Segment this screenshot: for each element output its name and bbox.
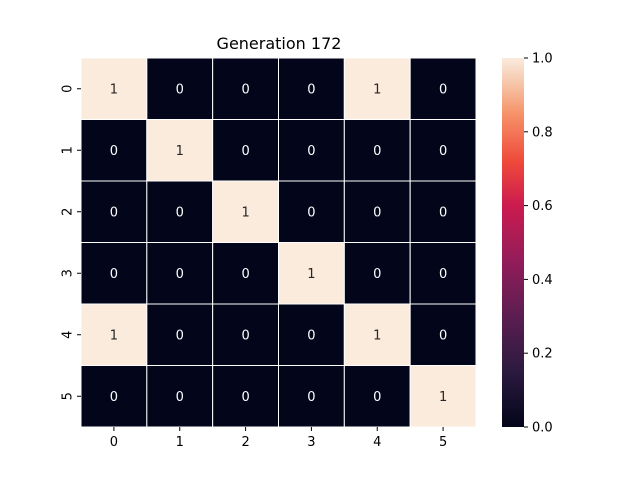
cell-value-label: 0 (439, 205, 447, 220)
heatmap-cell (409, 119, 477, 182)
cell-value-label: 0 (110, 144, 118, 159)
heatmap-cell (80, 242, 148, 305)
heatmap-cell (212, 242, 280, 305)
cell-value-label: 0 (439, 328, 447, 343)
heatmap-cells: 1 0 0 0 1 0 0 1 0 0 0 0 0 0 1 0 0 0 0 0 0 1 0 0 1 0 0 0 1 0 0 0 0 0 0 1 (80, 57, 477, 428)
heatmap-cell (409, 303, 477, 366)
x-tick-label: 2 (241, 435, 249, 450)
heatmap-cell (80, 303, 148, 366)
colorbar-axis: 0.0 0.2 0.4 0.6 0.8 1.0 (524, 52, 553, 436)
cell-value-label: 0 (110, 390, 118, 405)
cell-value-label: 0 (176, 390, 184, 405)
heatmap-cell (343, 242, 411, 305)
colorbar-tick-label: 0.6 (532, 199, 553, 214)
y-tick-label: 2 (61, 208, 76, 216)
colorbar-tick-label: 0.0 (532, 421, 553, 436)
x-tick-label: 0 (110, 435, 118, 450)
heatmap-cell (146, 119, 214, 182)
x-tick-label: 4 (373, 435, 381, 450)
x-tick-label: 3 (307, 435, 315, 450)
cell-value-label: 0 (241, 82, 249, 97)
cell-value-label: 0 (307, 205, 315, 220)
cell-value-label: 0 (373, 144, 381, 159)
cell-value-label: 0 (439, 144, 447, 159)
chart-title: Generation 172 (217, 34, 342, 53)
heatmap-cell (80, 365, 148, 428)
y-tick-label: 0 (61, 85, 76, 93)
heatmap-cell (212, 303, 280, 366)
colorbar-tick-label: 1.0 (532, 52, 553, 67)
y-tick-label: 5 (61, 392, 76, 400)
cell-value-label: 0 (176, 205, 184, 220)
cell-value-label: 1 (110, 82, 118, 97)
cell-value-label: 1 (439, 390, 447, 405)
heatmap-cell (278, 180, 345, 243)
heatmap-cell (409, 180, 477, 243)
heatmap-cell (278, 119, 345, 182)
cell-value-label: 0 (373, 267, 381, 282)
cell-value-label: 0 (241, 390, 249, 405)
x-tick-label: 5 (439, 435, 447, 450)
x-tick-label: 1 (176, 435, 184, 450)
cell-value-label: 0 (307, 82, 315, 97)
cell-value-label: 0 (110, 205, 118, 220)
heatmap-cell (146, 180, 214, 243)
cell-value-label: 1 (373, 328, 381, 343)
cell-value-label: 0 (241, 328, 249, 343)
heatmap-cell (278, 303, 345, 366)
y-tick-label: 1 (61, 146, 76, 154)
cell-value-label: 0 (307, 144, 315, 159)
cell-value-label: 0 (439, 267, 447, 282)
cell-value-label: 1 (176, 144, 184, 159)
heatmap-cell (278, 57, 345, 120)
cell-value-label: 1 (241, 205, 249, 220)
cell-value-label: 0 (176, 328, 184, 343)
y-tick-label: 3 (61, 269, 76, 277)
cell-value-label: 0 (241, 267, 249, 282)
x-axis: 0 1 2 3 4 5 (110, 427, 447, 450)
heatmap-cell (146, 57, 214, 120)
cell-value-label: 0 (373, 205, 381, 220)
cell-value-label: 1 (110, 328, 118, 343)
cell-value-label: 0 (241, 144, 249, 159)
cell-value-label: 0 (110, 267, 118, 282)
heatmap-cell (409, 57, 477, 120)
cell-value-label: 0 (439, 82, 447, 97)
cell-value-label: 0 (307, 390, 315, 405)
colorbar-tick-label: 0.8 (532, 125, 553, 140)
y-axis: 0 1 2 3 4 5 (61, 85, 81, 400)
colorbar (502, 58, 524, 427)
cell-value-label: 1 (373, 82, 381, 97)
cell-value-label: 0 (176, 82, 184, 97)
heatmap-cell (343, 180, 411, 243)
heatmap-cell (343, 303, 411, 366)
heatmap-cell (146, 242, 214, 305)
y-tick-label: 4 (61, 331, 76, 339)
cell-value-label: 0 (373, 390, 381, 405)
heatmap-cell (409, 365, 477, 428)
cell-value-label: 1 (307, 267, 315, 282)
heatmap-cell (80, 57, 148, 120)
heatmap-cell (278, 242, 345, 305)
cell-value-label: 0 (307, 328, 315, 343)
cell-value-label: 0 (176, 267, 184, 282)
heatmap-cell (212, 57, 280, 120)
colorbar-tick-label: 0.2 (532, 347, 553, 362)
colorbar-tick-label: 0.4 (532, 273, 553, 288)
heatmap-cell (409, 242, 477, 305)
